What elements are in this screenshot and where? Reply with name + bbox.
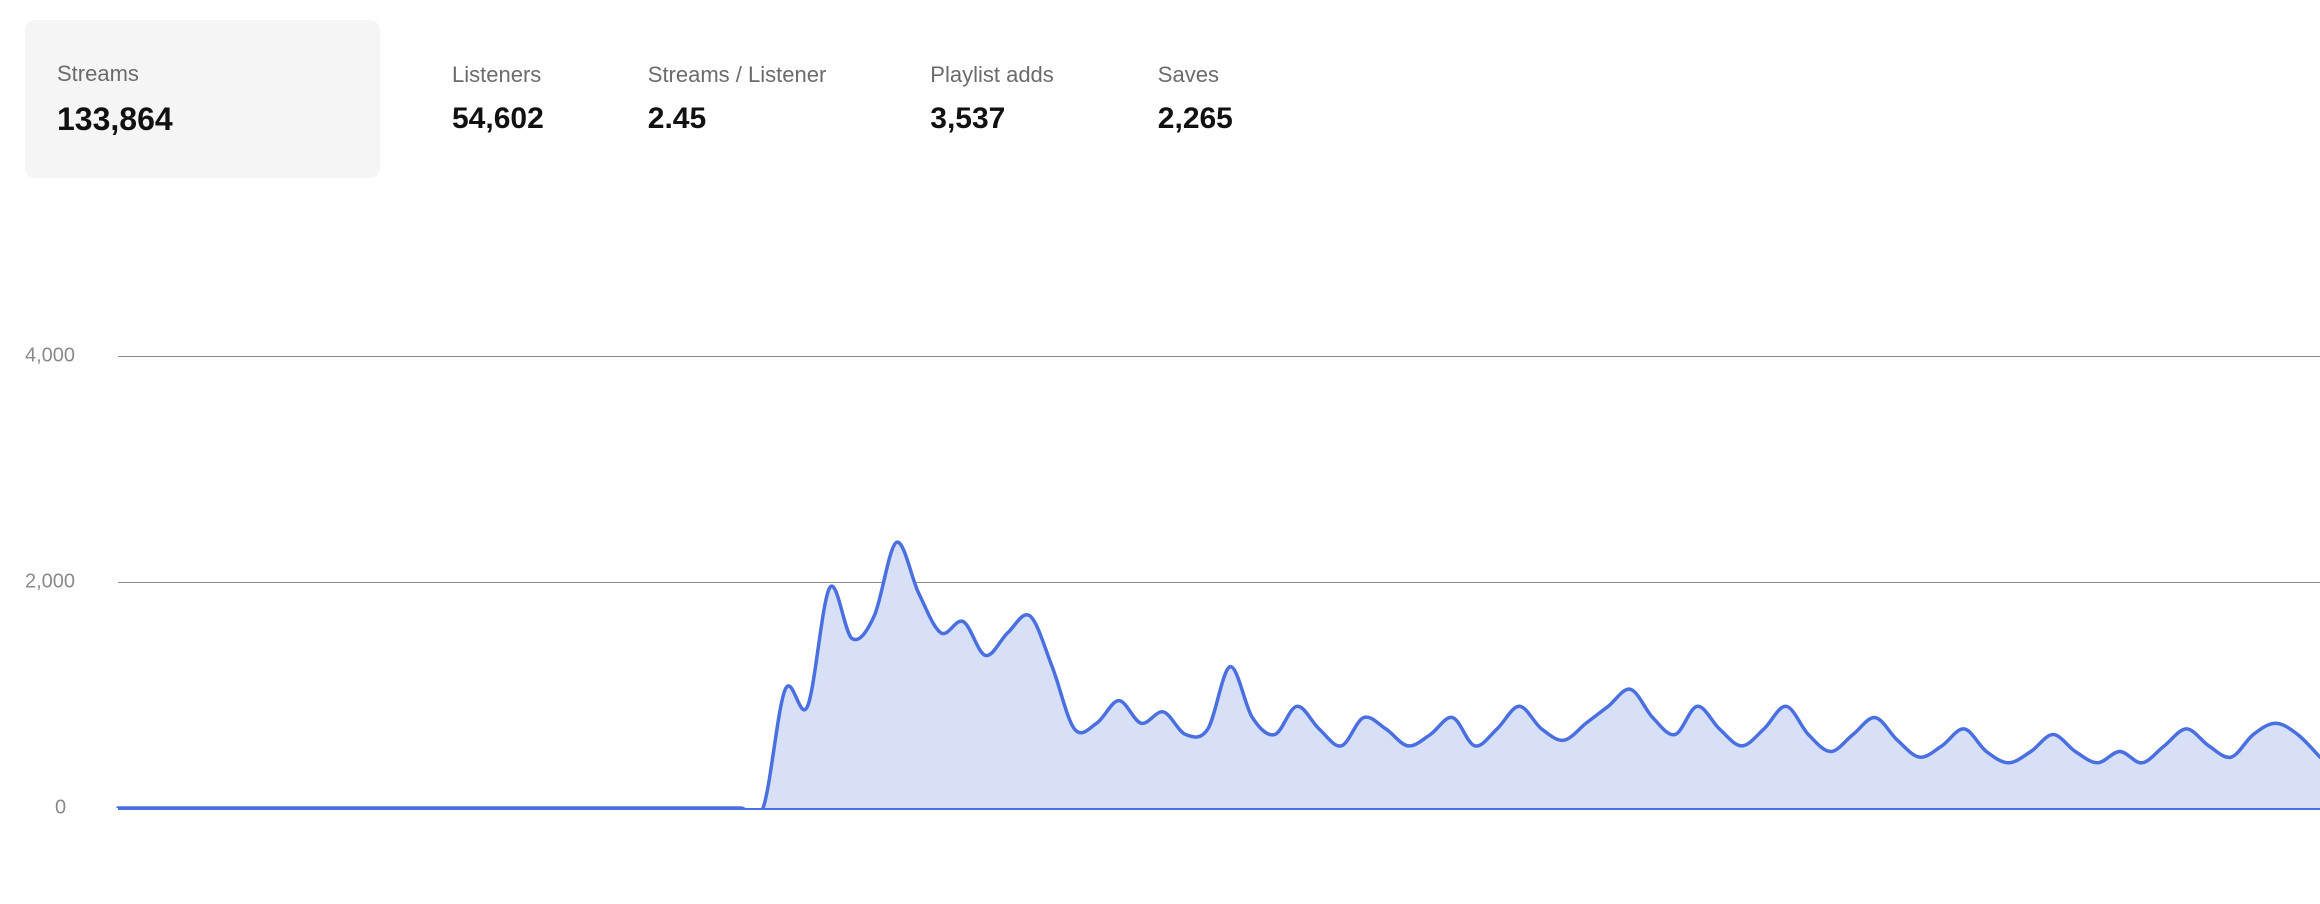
stat-value-listeners: 54,602 (452, 102, 544, 136)
streams-chart[interactable]: 4,000 2,000 0 (0, 188, 2320, 808)
stat-value-saves: 2,265 (1158, 102, 1233, 136)
stat-card-saves[interactable]: Saves 2,265 (1126, 20, 1265, 178)
stat-card-listeners[interactable]: Listeners 54,602 (420, 20, 576, 178)
stat-label-playlist-adds: Playlist adds (930, 62, 1054, 88)
stat-card-playlist-adds[interactable]: Playlist adds 3,537 (898, 20, 1086, 178)
stat-card-streams-per-listener[interactable]: Streams / Listener 2.45 (616, 20, 859, 178)
stat-label-saves: Saves (1158, 62, 1233, 88)
stat-label-streams-per-listener: Streams / Listener (648, 62, 827, 88)
stat-label-streams: Streams (57, 61, 348, 87)
stat-label-listeners: Listeners (452, 62, 544, 88)
stat-value-streams-per-listener: 2.45 (648, 102, 827, 136)
stat-card-streams[interactable]: Streams 133,864 (25, 20, 380, 178)
stat-value-streams: 133,864 (57, 101, 348, 138)
area-chart-svg (0, 188, 2320, 808)
stats-row: Streams 133,864 Listeners 54,602 Streams… (0, 0, 2320, 178)
baseline-0 (118, 808, 2320, 810)
stat-value-playlist-adds: 3,537 (930, 102, 1054, 136)
